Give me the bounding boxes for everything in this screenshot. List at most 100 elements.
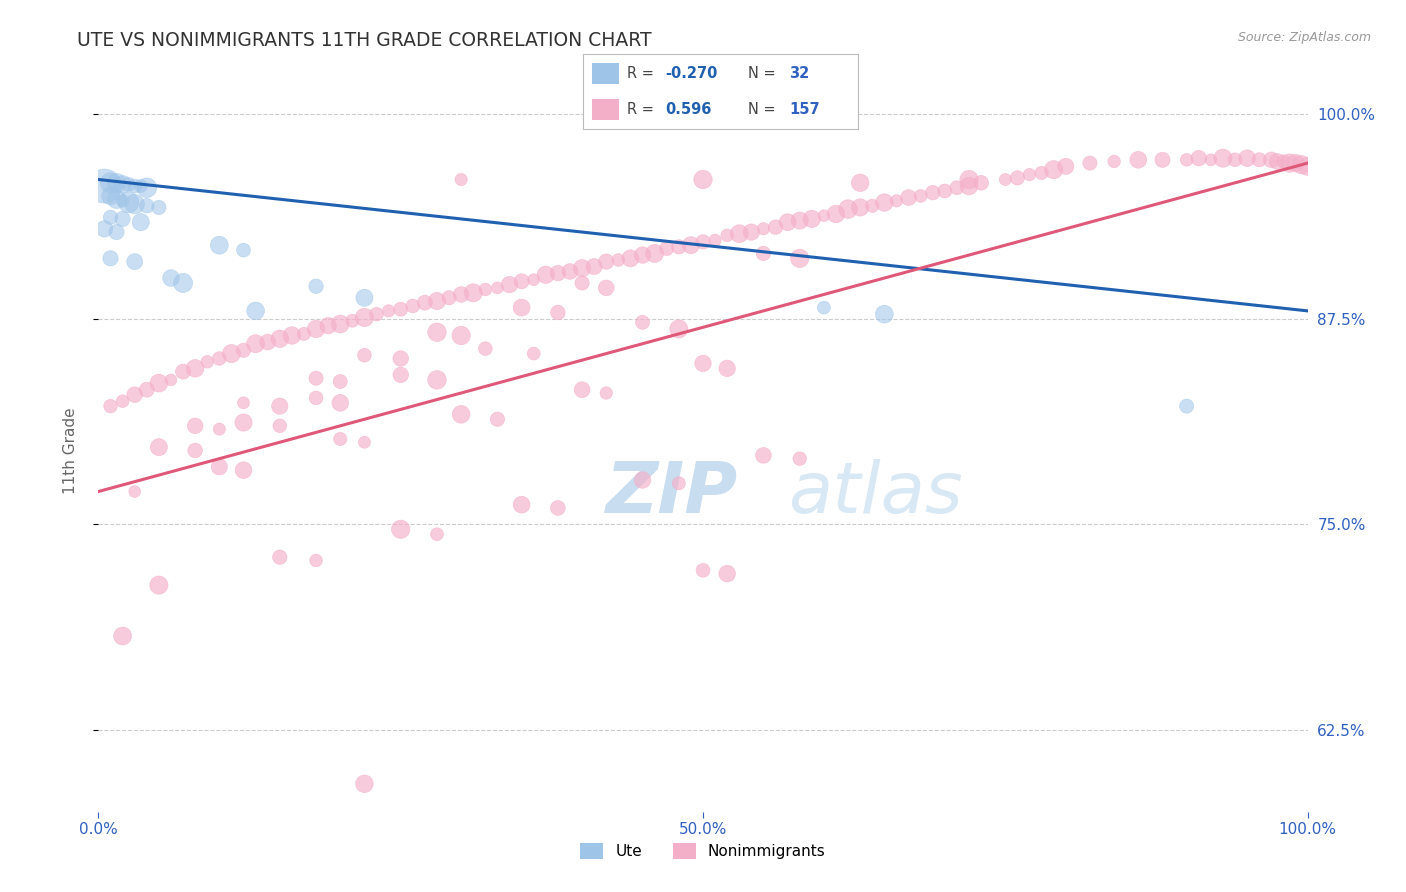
Point [172,276,194,290]
Point [704,233,727,247]
Point [269,550,291,565]
Point [413,295,436,310]
Point [595,386,617,401]
Point [221,346,243,360]
Point [619,252,641,266]
Text: R =: R = [627,66,659,81]
Point [631,248,654,262]
Point [1284,156,1306,170]
Point [970,176,993,190]
Point [450,287,472,301]
Point [1042,162,1064,177]
Point [631,473,654,487]
Point [510,498,533,512]
Point [366,307,388,321]
Point [463,285,485,300]
Point [111,211,134,226]
Point [124,254,146,268]
Point [825,207,848,221]
Text: atlas: atlas [787,459,962,528]
Point [389,368,412,382]
Point [426,293,449,308]
Point [631,315,654,329]
Point [124,179,146,194]
Point [232,343,254,358]
Point [389,302,412,317]
Point [510,274,533,288]
Point [498,277,520,292]
Text: UTE VS NONIMMIGRANTS 11TH GRADE CORRELATION CHART: UTE VS NONIMMIGRANTS 11TH GRADE CORRELAT… [77,31,652,50]
Point [389,522,412,536]
Point [172,365,194,379]
Point [93,179,115,194]
Point [655,242,678,256]
Point [184,443,207,458]
Point [910,189,932,203]
Point [1212,151,1234,165]
Point [389,351,412,366]
Point [269,332,291,346]
Point [668,322,690,336]
Point [776,215,799,229]
Point [849,201,872,215]
Point [208,351,231,366]
Point [1272,154,1295,169]
Point [692,356,714,370]
Point [100,252,122,266]
Point [135,383,157,397]
Point [523,273,546,287]
Point [111,194,134,208]
Point [934,184,956,198]
Point [105,225,128,239]
Point [534,268,557,282]
Point [873,195,896,210]
Point [292,326,315,341]
Text: 32: 32 [789,66,810,81]
Point [1152,153,1174,167]
Point [957,179,980,194]
Point [1236,151,1258,165]
Point [353,291,375,305]
Point [111,394,134,409]
Point [135,180,157,194]
Point [679,238,702,252]
Point [208,238,231,252]
FancyBboxPatch shape [592,62,619,84]
Point [692,172,714,186]
Text: ZIP: ZIP [606,459,738,528]
Point [316,318,339,333]
Point [668,240,690,254]
Point [305,322,328,336]
Point [100,399,122,413]
Point [124,197,146,211]
Point [873,307,896,321]
Point [450,407,472,422]
Point [342,314,364,328]
Point [269,399,291,413]
Point [716,566,738,581]
Point [1223,153,1246,167]
Text: 157: 157 [789,102,820,117]
Point [118,195,141,210]
Point [595,281,617,295]
Point [426,373,449,387]
Point [692,235,714,249]
Point [571,276,593,290]
Point [740,225,762,239]
Point [789,252,811,266]
Point [571,383,593,397]
Text: N =: N = [748,102,780,117]
Point [305,279,328,293]
Point [752,221,775,235]
Point [208,422,231,436]
Point [716,228,738,243]
Point [849,176,872,190]
Point [813,209,835,223]
Point [765,220,787,235]
Point [148,440,170,454]
Point [595,254,617,268]
Point [813,301,835,315]
Point [353,310,375,325]
Legend: Ute, Nonimmigrants: Ute, Nonimmigrants [574,838,832,865]
Point [111,178,134,192]
